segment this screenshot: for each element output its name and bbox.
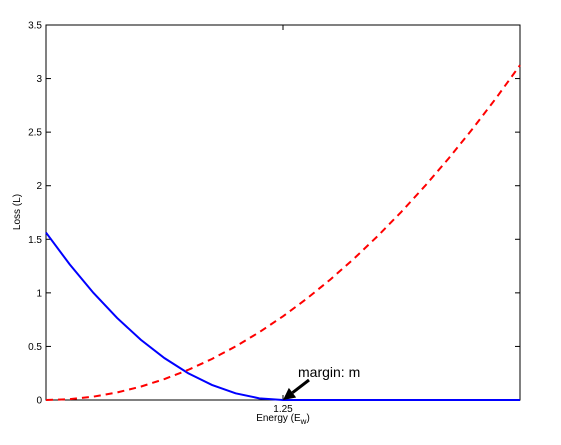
y-tick-label: 1 <box>36 288 42 299</box>
y-tick-label: 0 <box>36 396 42 407</box>
y-tick-label: 1.5 <box>28 235 42 246</box>
y-tick-label: 3 <box>36 74 42 85</box>
y-tick-label: 0.5 <box>28 342 42 353</box>
annotation-arrow-head <box>283 387 297 400</box>
x-label-subscript: w <box>300 417 307 426</box>
x-label-part: ) <box>306 413 309 424</box>
annotation-arrow-shaft <box>291 378 310 394</box>
y-tick-label: 2 <box>36 181 42 192</box>
series-line <box>45 64 521 401</box>
y-tick-label: 2.5 <box>28 128 42 139</box>
y-tick-label: 3.5 <box>28 21 42 32</box>
annotation-text: margin: m <box>298 364 360 380</box>
x-label-part: Energy (E <box>256 413 301 424</box>
y-axis-label: Loss (L) <box>12 194 23 230</box>
x-axis-label: Energy (Ew) <box>256 413 310 426</box>
x-tick-label: 1.25 <box>273 404 293 415</box>
plot-frame <box>45 24 521 401</box>
